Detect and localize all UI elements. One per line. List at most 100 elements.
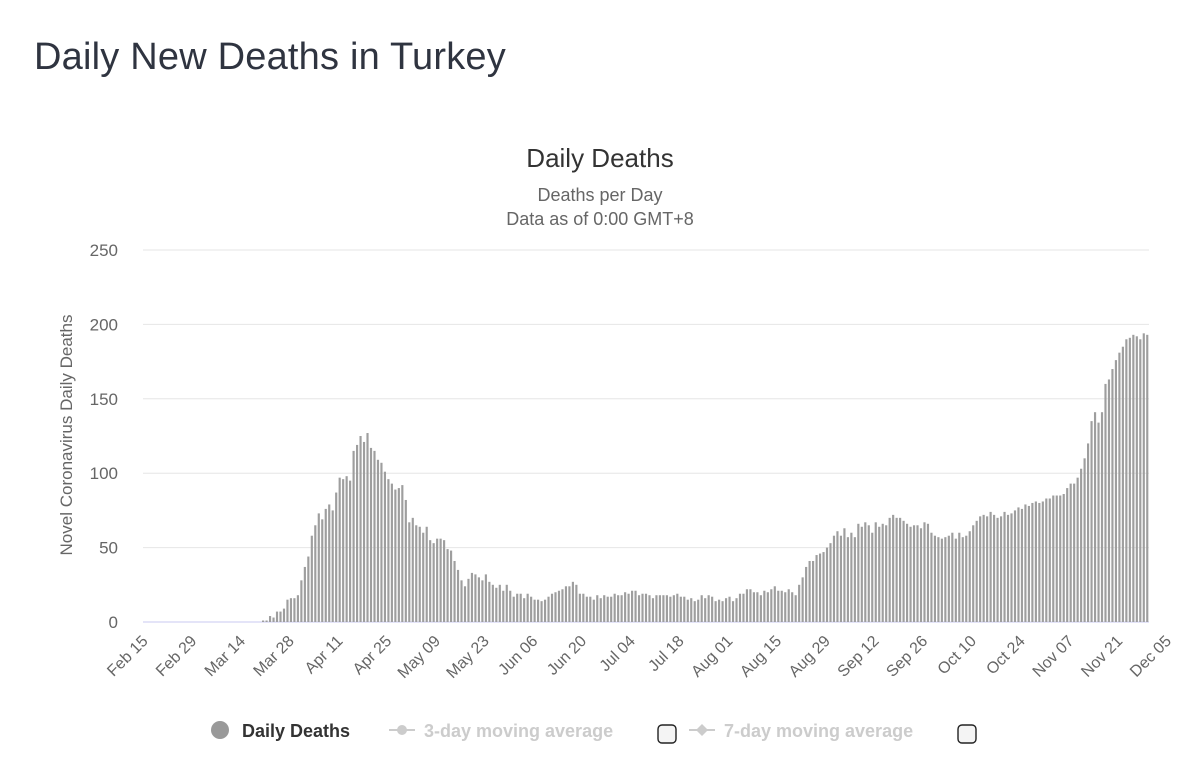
- bar[interactable]: [718, 599, 721, 622]
- bar[interactable]: [373, 450, 376, 622]
- bar[interactable]: [523, 598, 526, 622]
- bar[interactable]: [456, 569, 460, 622]
- bar[interactable]: [801, 577, 804, 622]
- bar[interactable]: [296, 595, 299, 622]
- bar[interactable]: [286, 599, 289, 622]
- bar[interactable]: [961, 537, 964, 622]
- bar[interactable]: [502, 590, 505, 622]
- bar[interactable]: [418, 526, 421, 622]
- bar[interactable]: [829, 543, 832, 622]
- bar[interactable]: [986, 516, 989, 622]
- bar[interactable]: [634, 590, 637, 622]
- bar[interactable]: [1013, 510, 1017, 622]
- bar[interactable]: [561, 589, 564, 622]
- bar[interactable]: [627, 593, 630, 622]
- bar[interactable]: [672, 595, 675, 622]
- bar[interactable]: [944, 537, 947, 622]
- bar[interactable]: [268, 616, 272, 622]
- bar[interactable]: [345, 476, 348, 622]
- bar[interactable]: [1093, 412, 1097, 622]
- bar[interactable]: [648, 595, 651, 622]
- legend-item[interactable]: 3-day moving average: [389, 721, 677, 744]
- bar[interactable]: [825, 547, 829, 622]
- bar[interactable]: [415, 525, 418, 622]
- bar[interactable]: [700, 595, 703, 622]
- bar[interactable]: [665, 595, 668, 622]
- bar[interactable]: [878, 526, 881, 622]
- bar[interactable]: [947, 535, 950, 622]
- bar[interactable]: [721, 601, 724, 622]
- bar[interactable]: [362, 441, 366, 622]
- bar[interactable]: [912, 525, 916, 622]
- bar[interactable]: [662, 595, 665, 622]
- bar[interactable]: [606, 596, 609, 622]
- bar[interactable]: [429, 540, 432, 622]
- bar[interactable]: [905, 523, 909, 622]
- bar[interactable]: [307, 556, 310, 622]
- bar[interactable]: [317, 513, 320, 622]
- bar[interactable]: [526, 593, 529, 622]
- bar[interactable]: [397, 488, 400, 622]
- bar[interactable]: [993, 514, 996, 622]
- legend-checkbox[interactable]: [957, 724, 977, 744]
- bar[interactable]: [1010, 513, 1013, 622]
- bar[interactable]: [791, 592, 794, 622]
- bar[interactable]: [596, 595, 599, 622]
- bar[interactable]: [543, 599, 547, 622]
- bar[interactable]: [658, 595, 661, 622]
- bar[interactable]: [390, 483, 393, 622]
- bar[interactable]: [505, 584, 508, 622]
- bar[interactable]: [704, 598, 707, 622]
- legend[interactable]: Daily Deaths 3-day moving average 7-day mo…: [211, 721, 977, 744]
- bar[interactable]: [387, 479, 390, 622]
- bar[interactable]: [575, 584, 578, 622]
- bar[interactable]: [766, 592, 769, 622]
- bar[interactable]: [603, 595, 606, 622]
- bar[interactable]: [999, 516, 1003, 622]
- bar[interactable]: [1097, 422, 1100, 622]
- bar[interactable]: [1080, 468, 1083, 622]
- bar[interactable]: [923, 522, 926, 622]
- bar[interactable]: [289, 598, 293, 622]
- bar[interactable]: [822, 552, 825, 622]
- bar[interactable]: [509, 590, 512, 622]
- bar[interactable]: [272, 617, 275, 622]
- bar[interactable]: [1135, 336, 1138, 622]
- bar[interactable]: [610, 596, 613, 622]
- bar[interactable]: [745, 589, 749, 622]
- bar[interactable]: [1073, 483, 1076, 622]
- bar[interactable]: [582, 593, 585, 622]
- bar[interactable]: [895, 517, 898, 622]
- bar[interactable]: [516, 593, 519, 622]
- bar[interactable]: [1055, 495, 1058, 622]
- bar[interactable]: [1052, 495, 1055, 622]
- bar[interactable]: [669, 596, 672, 622]
- bar[interactable]: [1121, 346, 1124, 622]
- bar[interactable]: [784, 592, 787, 622]
- bar[interactable]: [773, 586, 776, 622]
- bar[interactable]: [690, 598, 693, 622]
- bar[interactable]: [1066, 488, 1069, 622]
- bar[interactable]: [540, 601, 543, 622]
- bar[interactable]: [498, 584, 501, 622]
- bar[interactable]: [1069, 483, 1072, 622]
- bar[interactable]: [940, 538, 943, 622]
- bar[interactable]: [467, 578, 470, 622]
- bar[interactable]: [777, 590, 780, 622]
- bar[interactable]: [275, 611, 279, 622]
- bar[interactable]: [853, 537, 856, 622]
- bar[interactable]: [818, 553, 822, 622]
- bar[interactable]: [1090, 421, 1093, 622]
- bar[interactable]: [1020, 508, 1024, 622]
- bar[interactable]: [1027, 505, 1030, 622]
- bar[interactable]: [533, 599, 536, 622]
- bar[interactable]: [1024, 504, 1027, 622]
- bar[interactable]: [335, 492, 338, 622]
- bar[interactable]: [613, 593, 616, 622]
- bar[interactable]: [676, 593, 679, 622]
- bar[interactable]: [951, 532, 954, 622]
- bar[interactable]: [564, 586, 568, 622]
- bar[interactable]: [996, 517, 999, 622]
- bar[interactable]: [1104, 383, 1107, 622]
- bar[interactable]: [763, 590, 766, 622]
